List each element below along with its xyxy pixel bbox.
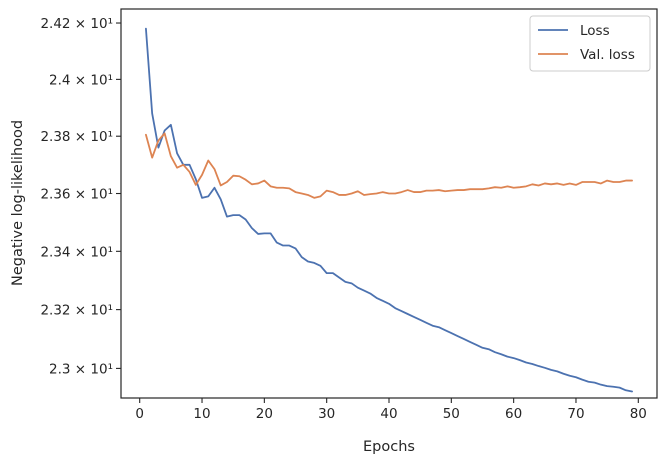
legend-label-val-loss: Val. loss — [580, 47, 635, 63]
y-tick-label: 2.38 × 10¹ — [40, 129, 113, 145]
x-axis-label: Epochs — [363, 439, 415, 455]
y-tick-label: 2.42 × 10¹ — [40, 16, 113, 32]
legend: Loss Val. loss — [529, 15, 651, 72]
y-tick-label: 2.4 × 10¹ — [49, 72, 113, 88]
plot-frame — [120, 8, 658, 399]
x-tick-label: 40 — [380, 406, 397, 422]
series-line-loss — [145, 27, 633, 393]
x-tick-label: 30 — [318, 406, 335, 422]
x-tick-label: 50 — [443, 406, 460, 422]
y-tick-label: 2.3 × 10¹ — [49, 361, 113, 377]
x-tick-label: 20 — [256, 406, 273, 422]
y-axis-label: Negative log-likelihood — [10, 120, 26, 286]
y-tick-label: 2.36 × 10¹ — [40, 187, 113, 203]
y-tick-label: 2.32 × 10¹ — [40, 303, 113, 319]
series-line-val-loss — [145, 132, 633, 199]
y-tick-label: 2.34 × 10¹ — [40, 244, 113, 260]
axis-ticks: 0 10 20 30 40 50 60 70 80 2.3 × 10¹ 2.32 × 10¹ 2.34… — [40, 16, 646, 422]
x-tick-label: 80 — [630, 406, 647, 422]
x-tick-label: 0 — [135, 406, 144, 422]
legend-label-loss: Loss — [580, 23, 610, 39]
series-lines — [145, 27, 633, 393]
x-tick-label: 60 — [505, 406, 522, 422]
x-tick-label: 10 — [193, 406, 210, 422]
x-tick-label: 70 — [567, 406, 584, 422]
